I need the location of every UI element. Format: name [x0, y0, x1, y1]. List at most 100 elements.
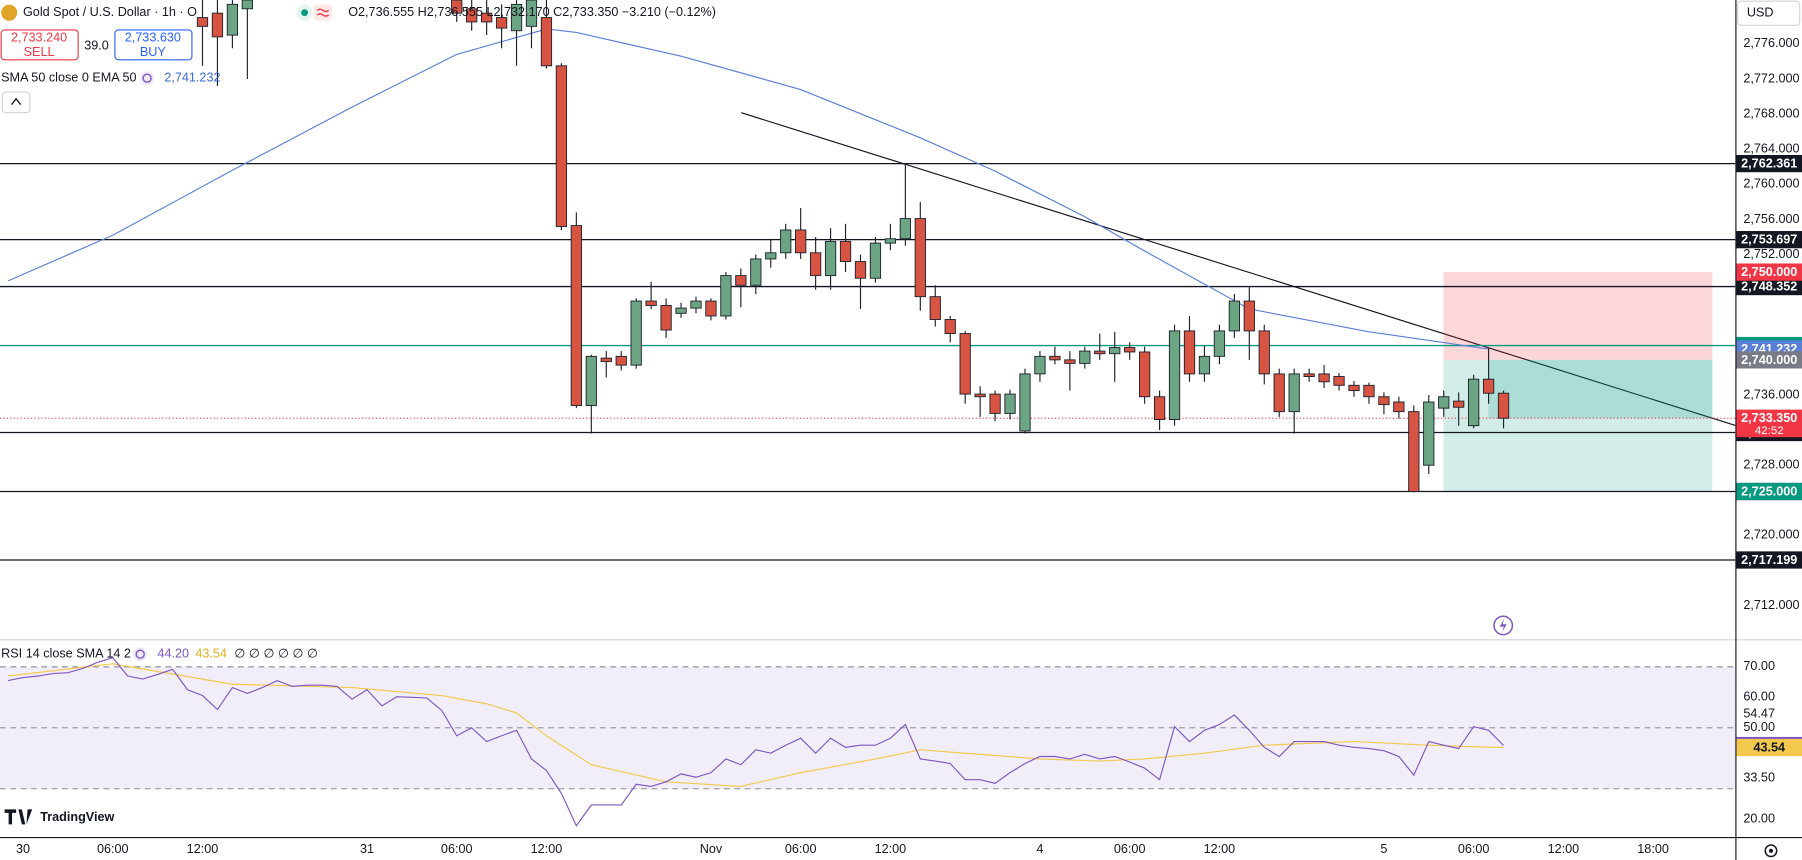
open-profit-zone — [1488, 359, 1713, 419]
candle-body — [615, 355, 627, 366]
y-tick-label: 2,752.000 — [1743, 247, 1799, 261]
candle-body — [1228, 300, 1240, 332]
candle-body — [959, 333, 971, 395]
x-tick-label: 18:00 — [1637, 842, 1669, 856]
candle-body — [1303, 373, 1315, 378]
rsi-icon — [133, 647, 148, 662]
candle-body — [466, 8, 478, 23]
alert-bolt — [1499, 618, 1507, 633]
rsi-sma-line — [8, 663, 1504, 787]
price-pane — [0, 0, 1736, 561]
level-tag-bg — [1736, 277, 1802, 296]
stop-zone — [1443, 272, 1713, 360]
candle-body — [241, 0, 253, 10]
x-tick-label: Nov — [700, 842, 723, 856]
level-tag-bg — [1736, 551, 1802, 569]
candle-body — [1423, 401, 1435, 466]
y-tick-label: 2,720.000 — [1743, 528, 1799, 542]
candle-body — [451, 0, 463, 14]
symbol-icon — [1, 4, 18, 21]
price-tags: 2,762.3612,753.6972,748.3522,731.7232,72… — [1736, 154, 1802, 757]
candle-body — [1019, 373, 1031, 432]
x-tick-label: 06:00 — [1458, 842, 1490, 856]
sell-price: 2,733.240 — [11, 30, 67, 44]
y-tick-label: 2,756.000 — [1743, 212, 1799, 226]
status-dot — [301, 9, 308, 17]
axes: 2,776.0002,772.0002,768.0002,764.0002,76… — [16, 36, 1800, 856]
rsi-pane — [0, 657, 1736, 827]
candle-body — [480, 12, 493, 23]
x-tick-label: 30 — [16, 842, 30, 856]
candle-body — [1438, 396, 1450, 409]
candle-body — [1213, 330, 1226, 357]
rsi-value: 44.20 — [157, 647, 189, 661]
rsi-tick-label: 50.00 — [1743, 720, 1775, 734]
candle-body — [1348, 384, 1360, 392]
candle-body — [899, 218, 911, 240]
entry-tag-bg — [1736, 351, 1802, 369]
rsi-tick-label: 20.00 — [1743, 812, 1775, 826]
candle-body — [944, 319, 956, 334]
candle-body — [630, 300, 642, 366]
brand-icon — [4, 809, 33, 825]
x-tick-label: 12:00 — [187, 842, 219, 856]
stop-tag: 2,750.000 — [1741, 265, 1797, 279]
candle-body — [720, 275, 732, 317]
candle-body — [795, 229, 807, 254]
rsi-tick-label: 60.00 — [1743, 690, 1775, 704]
sell-button[interactable] — [0, 29, 79, 61]
candle-body — [600, 357, 612, 363]
candle-body — [1139, 351, 1151, 398]
candle-body — [1094, 350, 1106, 355]
candle-body — [1004, 393, 1016, 414]
candle-body — [211, 12, 224, 38]
candle-body — [690, 300, 702, 309]
candle-body — [1363, 384, 1375, 398]
collapse-button[interactable] — [1, 91, 31, 114]
candle-body — [1258, 330, 1270, 375]
spread: 39.0 — [84, 38, 109, 52]
candle-body — [1168, 330, 1181, 421]
level-tag-bg — [1736, 231, 1802, 249]
candle-body — [660, 304, 672, 331]
ohlc: O2,736.555 H2,736.555 L2,732.170 C2,733.… — [348, 5, 716, 19]
candle-body — [884, 238, 897, 244]
currency: USD — [1747, 6, 1774, 20]
rsi-band — [0, 666, 1736, 789]
entry-tag: 2,740.000 — [1741, 353, 1797, 367]
last-price-tag-bg — [1736, 409, 1802, 438]
rsi-extreme-label: 33.50 — [1743, 770, 1775, 784]
currency-button[interactable] — [1737, 0, 1801, 26]
x-tick-label: 12:00 — [875, 842, 907, 856]
rsi-sma-tag-bg — [1736, 738, 1802, 757]
sma-line — [7, 28, 1489, 350]
candle-body — [869, 242, 882, 279]
x-tick-label: 12:00 — [1204, 842, 1236, 856]
y-tick-label: 2,764.000 — [1743, 142, 1799, 156]
candle-body — [540, 17, 553, 67]
candle-body — [555, 65, 568, 227]
candle-body — [1468, 378, 1480, 427]
candle-body — [1378, 396, 1390, 406]
buy-button[interactable] — [114, 29, 193, 61]
candle-body — [1393, 401, 1405, 413]
candle-body — [1198, 355, 1211, 375]
y-tick-label: 2,736.000 — [1743, 387, 1799, 401]
target-tag-bg — [1736, 482, 1802, 501]
rsi-line — [7, 657, 1504, 827]
trend-line — [741, 112, 1736, 426]
candle-body — [1153, 396, 1166, 421]
x-tick-label: 4 — [1036, 842, 1043, 856]
candle-body — [1482, 378, 1495, 394]
level-tag: 2,753.697 — [1741, 233, 1797, 247]
sell-label: SELL — [24, 45, 55, 59]
y-tick-label: 2,760.000 — [1743, 177, 1799, 191]
candle-body — [1333, 376, 1345, 386]
x-tick-label: 12:00 — [531, 842, 563, 856]
candle-body — [1243, 300, 1255, 332]
countdown: 42:52 — [1755, 425, 1784, 437]
settings-icon[interactable] — [1764, 844, 1778, 858]
indicator-name: SMA 50 close 0 EMA 50 — [1, 71, 136, 85]
